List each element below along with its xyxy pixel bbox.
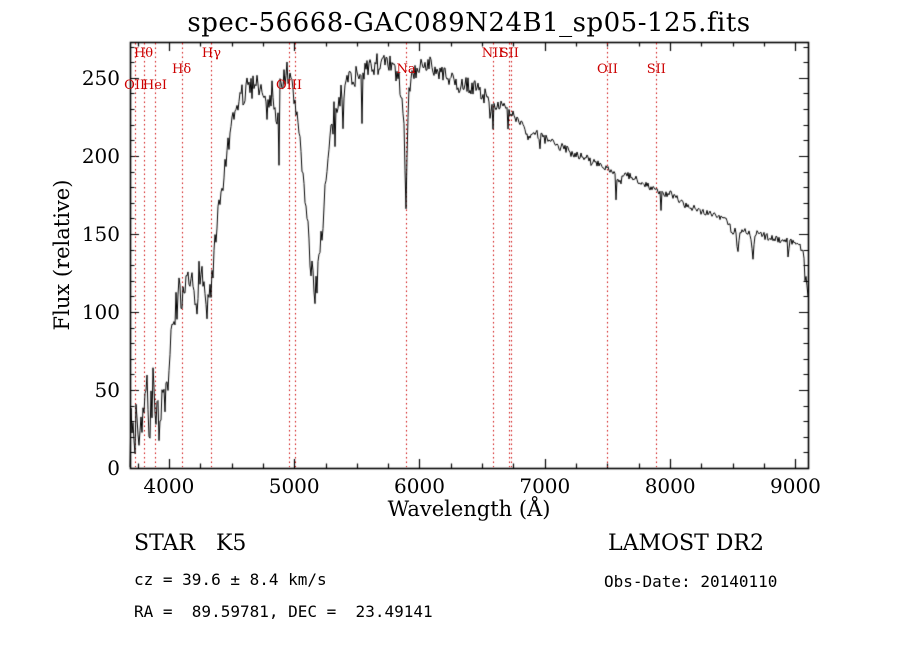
ra-dec: RA = 89.59781, DEC = 23.49141 [134,602,433,621]
y-tick-label-50: 50 [94,377,120,402]
x-axis-label: Wavelength (Å) [387,497,551,521]
spectral-line-label-Na: Na [396,62,416,77]
x-tick-label-7000: 7000 [519,474,571,498]
spectral-line-label-SII: SII [646,62,666,77]
spectral-line-label-OIII: OIII [275,78,303,93]
x-tick-label-4000: 4000 [143,474,195,498]
spectral-line-label-Hδ: Hδ [172,62,192,77]
y-tick-label-0: 0 [107,456,120,480]
spectral-line-label-OII: OII [597,62,618,77]
y-tick-label-100: 100 [81,299,120,324]
y-tick-label-150: 150 [81,221,120,246]
spectral-line-label-Hγ: Hγ [201,46,222,61]
cz-value: cz = 39.6 ± 8.4 km/s [134,570,327,589]
y-tick-label-200: 200 [81,143,120,168]
survey-label: LAMOST DR2 [608,531,764,556]
plot-title: spec-56668-GAC089N24B1_sp05-125.fits [187,8,751,38]
spectral-line-label-HeI: HeI [142,78,168,93]
spectral-line-label-SII: SII [499,46,519,61]
spectral-line-label-Hθ: Hθ [133,46,154,61]
obs-date: Obs-Date: 20140110 [604,572,778,591]
spectral-line-label-NII: NII [481,46,504,61]
classification-label: STAR K5 [134,531,247,556]
x-tick-label-5000: 5000 [268,474,320,498]
spectral-line-label-OII: OII [124,78,146,93]
x-tick-label-6000: 6000 [394,474,445,498]
x-tick-label-8000: 8000 [644,474,696,498]
y-tick-label-250: 250 [81,65,120,90]
x-tick-label-9000: 9000 [770,474,821,498]
